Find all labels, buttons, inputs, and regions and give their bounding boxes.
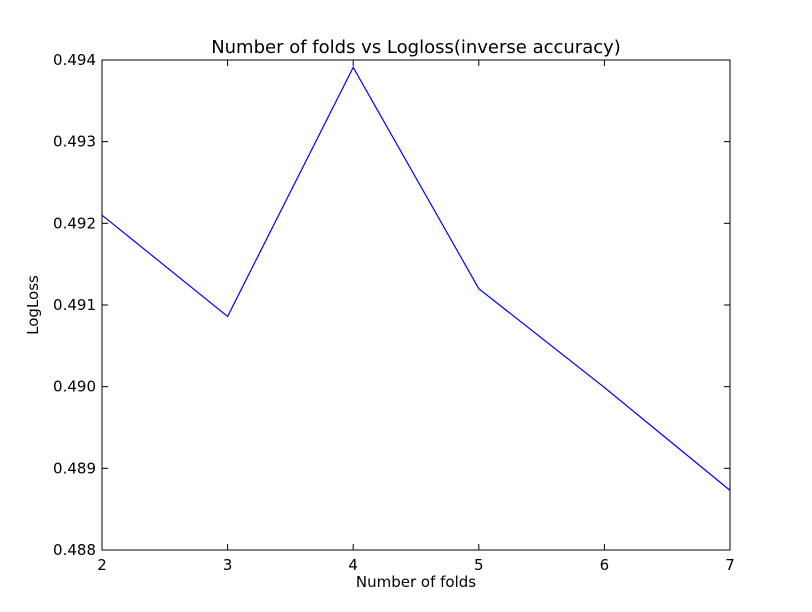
- x-tick-label: 7: [725, 556, 735, 574]
- plot-area: [102, 60, 730, 550]
- y-tick-label: 0.490: [53, 378, 96, 396]
- x-tick-label: 2: [97, 556, 107, 574]
- y-tick-label: 0.492: [53, 214, 96, 232]
- plot-frame: [101, 59, 731, 551]
- x-tick-label: 3: [223, 556, 233, 574]
- series-line: [101, 66, 731, 491]
- y-tick-labels: 0.488 0.489 0.490 0.491 0.492 0.493 0.494: [53, 51, 96, 559]
- x-tick-labels: 2 3 4 5 6 7: [97, 556, 735, 574]
- x-tick-label: 6: [600, 556, 610, 574]
- series-layer: [101, 66, 731, 491]
- y-tick-label: 0.491: [53, 296, 96, 314]
- y-tick-label: 0.489: [53, 459, 96, 477]
- y-tick-label: 0.493: [53, 133, 96, 151]
- x-axis-label: Number of folds: [356, 573, 476, 591]
- y-tick-label: 0.488: [53, 541, 96, 559]
- y-axis-label: LogLoss: [24, 275, 42, 335]
- y-tick-label: 0.494: [53, 51, 96, 69]
- x-tick-label: 5: [474, 556, 484, 574]
- chart-title: Number of folds vs Logloss(inverse accur…: [211, 37, 621, 58]
- x-tick-label: 4: [348, 556, 358, 574]
